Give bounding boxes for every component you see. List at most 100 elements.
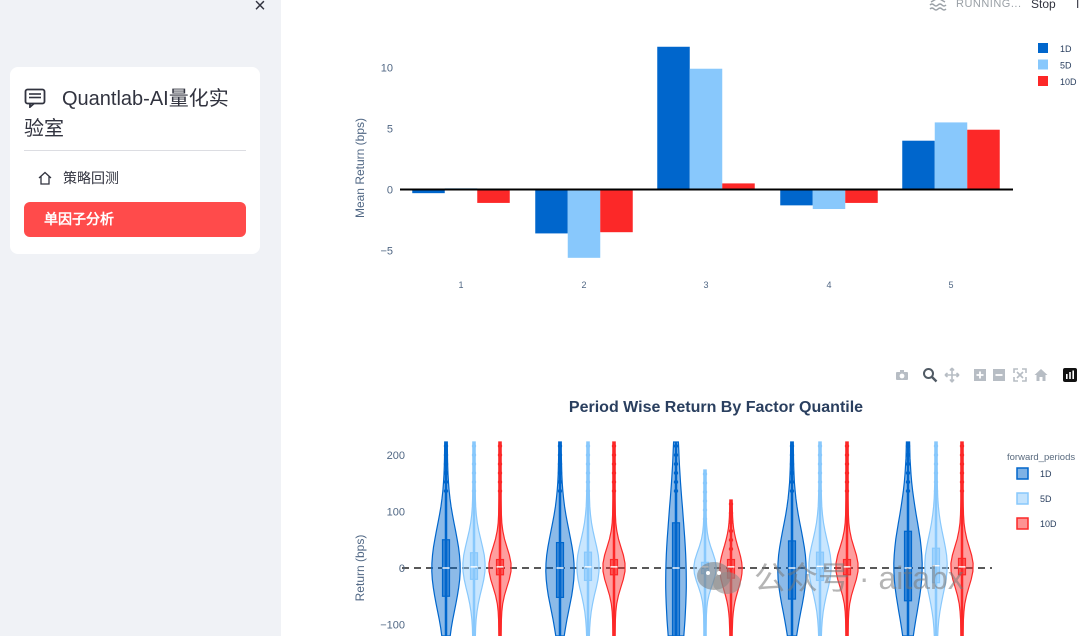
- outlier-point: [905, 461, 911, 467]
- outlier-point: [702, 507, 708, 513]
- outlier-point: [611, 443, 617, 449]
- outlier-point: [702, 489, 708, 495]
- bar-1D-q2: [535, 189, 568, 234]
- stop-button[interactable]: Stop: [1031, 0, 1056, 11]
- app-title: Quantlab-AI量化实验室: [24, 88, 229, 140]
- bar-10D-q2: [600, 189, 633, 233]
- outlier-point: [789, 452, 795, 458]
- bar-1D-q1: [412, 189, 445, 194]
- outlier-point: [471, 470, 477, 476]
- close-sidebar-button[interactable]: ×: [254, 0, 266, 17]
- x-tick-label: 4: [826, 280, 831, 290]
- bar-10D-q3: [722, 183, 755, 190]
- x-tick-label: 2: [581, 280, 586, 290]
- outlier-point: [611, 470, 617, 476]
- outlier-point: [611, 452, 617, 458]
- outlier-point: [817, 452, 823, 458]
- nav-item-label: 单因子分析: [44, 211, 114, 227]
- legend-label-10D: 10D: [1060, 77, 1077, 87]
- divider: [24, 150, 246, 151]
- plotly-logo-icon[interactable]: [1062, 367, 1078, 383]
- chart-title: Period Wise Return By Factor Quantile: [569, 399, 863, 416]
- outlier-point: [905, 452, 911, 458]
- home-icon: [38, 171, 52, 185]
- message-icon: [24, 88, 46, 108]
- outlier-point: [728, 546, 734, 552]
- outlier-point: [497, 479, 503, 485]
- y-tick-label: 200: [387, 450, 405, 462]
- outlier-point: [817, 461, 823, 467]
- box-1D-q3: [671, 522, 681, 636]
- box-1D-q4: [787, 540, 797, 600]
- nav-item-label: 策略回测: [63, 170, 119, 186]
- outlier-point: [611, 479, 617, 485]
- outlier-point: [471, 452, 477, 458]
- outlier-point: [959, 452, 965, 458]
- outlier-point: [728, 537, 734, 543]
- box-5D-q1: [469, 552, 479, 580]
- box-1D-q2: [555, 541, 565, 598]
- outlier-point: [702, 498, 708, 504]
- outlier-point: [905, 443, 911, 449]
- outlier-point: [789, 443, 795, 449]
- outlier-point: [959, 479, 965, 485]
- legend-swatch-1D: [1016, 467, 1029, 480]
- outlier-point: [844, 452, 850, 458]
- outlier-point: [933, 479, 939, 485]
- bar-1D-q3: [657, 46, 690, 190]
- outlier-point: [673, 479, 679, 485]
- reset-axes-icon[interactable]: [1033, 367, 1049, 383]
- outlier-point: [933, 452, 939, 458]
- bar-1D-q4: [780, 189, 813, 206]
- period-wise-return-violin-chart: Period Wise Return By Factor Quantile −1…: [353, 399, 1075, 636]
- nav-item-backtest[interactable]: 策略回测: [24, 164, 246, 192]
- pan-icon[interactable]: [944, 367, 960, 383]
- outlier-point: [585, 452, 591, 458]
- outlier-point: [728, 519, 734, 525]
- y-tick-label: −5: [380, 246, 393, 258]
- legend-swatch-5D: [1038, 59, 1048, 70]
- legend-label-5D: 5D: [1060, 61, 1072, 71]
- outlier-point: [585, 461, 591, 467]
- main-menu-button[interactable]: I: [1076, 0, 1080, 11]
- outlier-point: [959, 461, 965, 467]
- outlier-point: [933, 488, 939, 494]
- zoom-in-icon[interactable]: [972, 367, 988, 383]
- outlier-point: [905, 470, 911, 476]
- outlier-point: [611, 488, 617, 494]
- outlier-point: [844, 461, 850, 467]
- outlier-point: [611, 461, 617, 467]
- outlier-point: [817, 479, 823, 485]
- outlier-point: [557, 479, 563, 485]
- outlier-point: [789, 470, 795, 476]
- x-tick-label: 3: [703, 280, 708, 290]
- outlier-point: [585, 470, 591, 476]
- outlier-point: [817, 488, 823, 494]
- outlier-point: [959, 470, 965, 476]
- legend-swatch-5D: [1016, 492, 1029, 505]
- box-10D-q3: [726, 558, 736, 579]
- outlier-point: [443, 443, 449, 449]
- camera-icon[interactable]: [894, 367, 910, 383]
- nav-item-factor-analysis[interactable]: 单因子分析: [24, 202, 246, 237]
- zoom-icon[interactable]: [922, 367, 938, 383]
- outlier-point: [585, 443, 591, 449]
- autoscale-icon[interactable]: [1012, 367, 1028, 383]
- outlier-point: [817, 470, 823, 476]
- bar-1D-q5: [902, 140, 935, 190]
- outlier-point: [443, 488, 449, 494]
- bar-5D-q4: [812, 189, 846, 210]
- app-brand: Quantlab-AI量化实验室: [24, 84, 234, 144]
- legend-swatch-10D: [1038, 76, 1048, 86]
- legend-label-5D: 5D: [1040, 494, 1052, 504]
- y-tick-label: 10: [381, 63, 393, 75]
- outlier-point: [673, 488, 679, 494]
- outlier-point: [557, 443, 563, 449]
- legend-label-10D: 10D: [1040, 519, 1057, 529]
- box-1D-q5: [903, 530, 913, 602]
- box-5D-q3: [700, 561, 710, 575]
- outlier-point: [789, 461, 795, 467]
- outlier-point: [702, 471, 708, 477]
- zoom-out-icon[interactable]: [991, 367, 1007, 383]
- outlier-point: [844, 443, 850, 449]
